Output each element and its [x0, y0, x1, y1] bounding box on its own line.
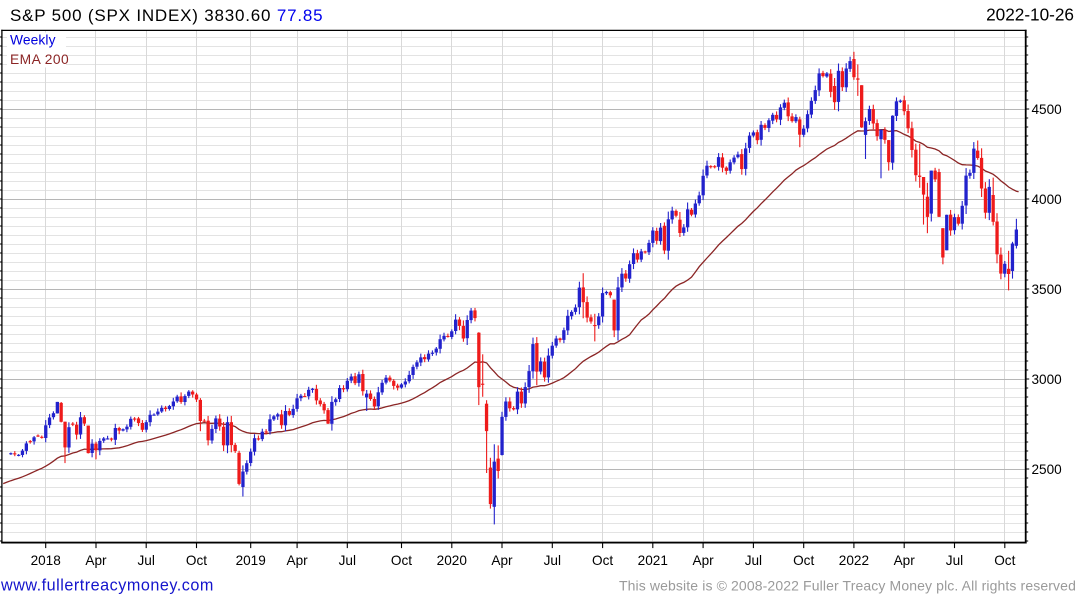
- svg-text:Weekly: Weekly: [10, 33, 56, 48]
- svg-text:4500: 4500: [1032, 102, 1063, 117]
- svg-text:Apr: Apr: [693, 553, 715, 568]
- svg-text:www.fullertreacymoney.com: www.fullertreacymoney.com: [0, 577, 214, 595]
- svg-text:Apr: Apr: [85, 553, 107, 568]
- svg-text:Jul: Jul: [745, 553, 762, 568]
- svg-text:Apr: Apr: [491, 553, 513, 568]
- svg-text:S&P 500 (SPX INDEX) 3830.60 77: S&P 500 (SPX INDEX) 3830.60 77.85: [10, 6, 323, 25]
- svg-text:Jul: Jul: [339, 553, 356, 568]
- svg-text:Oct: Oct: [391, 553, 412, 568]
- svg-text:Jul: Jul: [946, 553, 963, 568]
- svg-text:Oct: Oct: [793, 553, 814, 568]
- svg-text:2021: 2021: [638, 553, 668, 568]
- svg-text:3000: 3000: [1032, 372, 1063, 387]
- svg-text:2020: 2020: [437, 553, 468, 568]
- svg-text:Apr: Apr: [287, 553, 309, 568]
- svg-text:2018: 2018: [31, 553, 61, 568]
- svg-text:Apr: Apr: [894, 553, 916, 568]
- svg-text:EMA 200: EMA 200: [10, 52, 69, 67]
- svg-text:2022: 2022: [839, 553, 869, 568]
- svg-text:Oct: Oct: [186, 553, 207, 568]
- svg-text:Oct: Oct: [592, 553, 613, 568]
- svg-text:4000: 4000: [1032, 192, 1063, 207]
- svg-text:Jul: Jul: [138, 553, 155, 568]
- svg-text:Oct: Oct: [994, 553, 1015, 568]
- svg-text:3500: 3500: [1032, 282, 1063, 297]
- svg-text:This website is © 2008-2022 Fu: This website is © 2008-2022 Fuller Treac…: [619, 578, 1075, 594]
- svg-text:2500: 2500: [1032, 462, 1063, 477]
- svg-text:2019: 2019: [236, 553, 266, 568]
- svg-text:Jul: Jul: [544, 553, 561, 568]
- svg-text:2022-10-26: 2022-10-26: [986, 4, 1074, 24]
